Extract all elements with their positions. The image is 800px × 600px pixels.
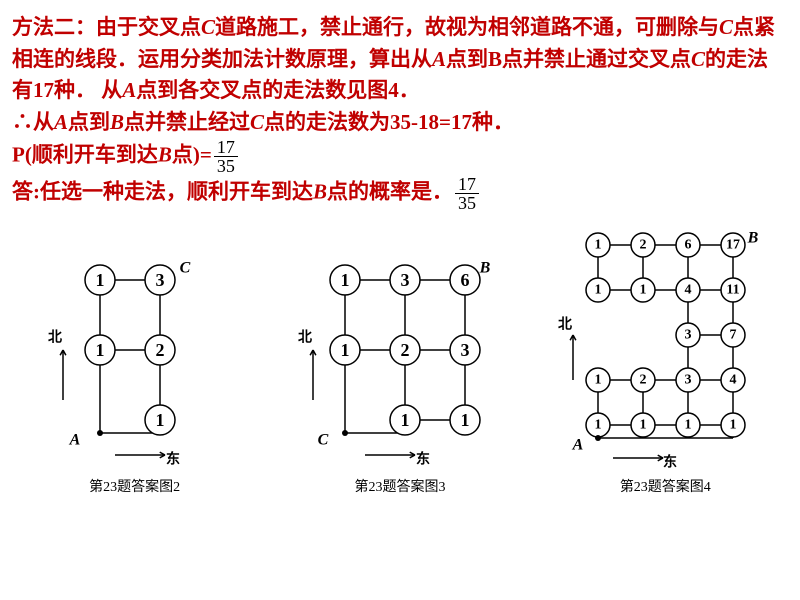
diagram-3: 12617114113712341111AB北东 — [558, 220, 773, 470]
svg-text:1: 1 — [684, 418, 691, 433]
svg-text:17: 17 — [726, 238, 740, 253]
caption-3: 第23题答案图4 — [620, 476, 711, 496]
caption-2: 第23题答案图3 — [354, 476, 445, 496]
t: 道路施工，禁止通行，故视为相邻道路不通，可删除与 — [215, 15, 719, 39]
B: B — [158, 142, 172, 166]
svg-text:2: 2 — [155, 340, 164, 360]
svg-text:3: 3 — [400, 270, 409, 290]
t: ． — [432, 179, 453, 203]
svg-text:1: 1 — [594, 418, 601, 433]
svg-text:3: 3 — [155, 270, 164, 290]
svg-text:1: 1 — [729, 418, 736, 433]
svg-text:11: 11 — [726, 283, 739, 298]
svg-text:东: 东 — [416, 451, 430, 468]
svg-text:北: 北 — [558, 317, 572, 333]
svg-text:东: 东 — [166, 451, 180, 468]
svg-text:1: 1 — [95, 270, 104, 290]
svg-text:6: 6 — [460, 270, 469, 290]
diagram-2: 1 3 6 1 2 3 1 1 C B 北东 — [295, 250, 505, 470]
A: A — [122, 78, 136, 102]
C: C — [201, 15, 215, 39]
svg-text:4: 4 — [684, 283, 691, 298]
svg-text:3: 3 — [684, 373, 691, 388]
svg-text:3: 3 — [684, 328, 691, 343]
figures: 13121AC北东 第23题答案图2 13612311CB北东 第23题答案图3… — [12, 220, 788, 496]
svg-text:2: 2 — [400, 340, 409, 360]
svg-text:1: 1 — [340, 270, 349, 290]
C: C — [250, 110, 264, 134]
svg-text:A: A — [68, 432, 80, 449]
t: 点到各交叉点的走法数见图4． — [136, 78, 420, 102]
svg-text:1: 1 — [400, 410, 409, 430]
svg-text:4: 4 — [729, 373, 736, 388]
t: P(顺利开车到达 — [12, 142, 158, 166]
t: 点并禁止经过 — [124, 110, 250, 134]
svg-text:C: C — [318, 432, 329, 449]
svg-text:1: 1 — [594, 283, 601, 298]
svg-text:东: 东 — [663, 454, 677, 471]
diagram-1: 1 3 1 2 1 A C 北东 — [45, 250, 225, 470]
svg-text:A: A — [571, 437, 583, 454]
t: ∴从 — [12, 110, 54, 134]
svg-text:B: B — [746, 230, 758, 247]
svg-text:1: 1 — [594, 373, 601, 388]
t: 答:任选一种走法，顺利开车到达 — [12, 179, 313, 203]
svg-text:1: 1 — [340, 340, 349, 360]
svg-text:C: C — [179, 260, 190, 277]
fraction: 1735 — [214, 138, 238, 175]
svg-text:2: 2 — [639, 373, 646, 388]
C: C — [691, 47, 705, 71]
t: 点的走法数为35-18=17种． — [264, 110, 514, 134]
svg-text:1: 1 — [639, 283, 646, 298]
svg-text:1: 1 — [594, 238, 601, 253]
svg-text:1: 1 — [155, 410, 164, 430]
t: 点到B点并禁止通过交叉点 — [446, 47, 691, 71]
svg-text:B: B — [479, 260, 491, 277]
svg-text:1: 1 — [95, 340, 104, 360]
t: 点到 — [68, 110, 110, 134]
t: 点的概率是 — [327, 179, 432, 203]
A: A — [54, 110, 68, 134]
t: 点)= — [172, 142, 212, 166]
B: B — [313, 179, 327, 203]
svg-text:3: 3 — [460, 340, 469, 360]
svg-text:1: 1 — [639, 418, 646, 433]
A: A — [432, 47, 446, 71]
svg-text:北: 北 — [48, 330, 62, 346]
t: 方法二：由于交叉点 — [12, 15, 201, 39]
caption-1: 第23题答案图2 — [89, 476, 180, 496]
svg-text:6: 6 — [684, 238, 691, 253]
svg-text:7: 7 — [729, 328, 736, 343]
B: B — [110, 110, 124, 134]
svg-text:北: 北 — [298, 330, 312, 346]
svg-text:1: 1 — [460, 410, 469, 430]
svg-text:2: 2 — [639, 238, 646, 253]
fraction: 1735 — [455, 175, 479, 212]
C: C — [719, 15, 733, 39]
